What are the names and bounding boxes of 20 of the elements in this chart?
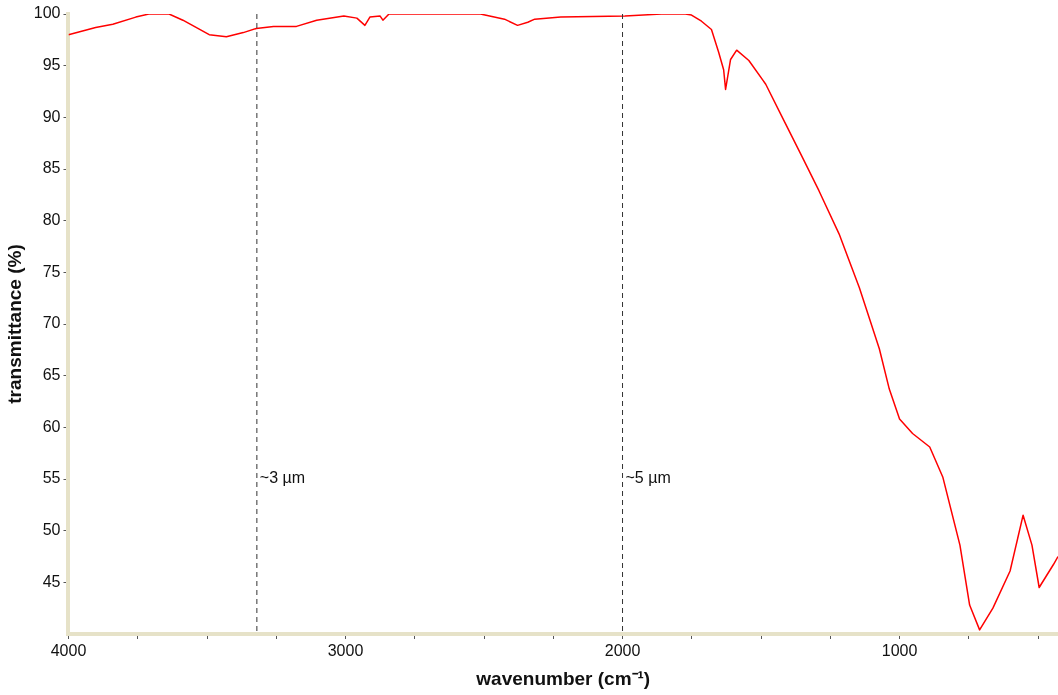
x-tick-label: 2000 <box>604 642 641 660</box>
y-tick-label: 100 <box>33 4 61 22</box>
y-tick-label: 95 <box>42 56 61 74</box>
ref-line-label: ~3 µm <box>259 469 306 487</box>
y-tick-label: 90 <box>42 107 61 125</box>
y-tick-label: 85 <box>42 159 61 177</box>
x-axis-title: wavenumber (cm⁻¹) <box>475 667 651 689</box>
x-tick-label: 1000 <box>881 642 918 660</box>
y-axis-title: transmittance (%) <box>3 244 25 404</box>
y-tick-label: 50 <box>42 521 61 539</box>
x-tick-label: 4000 <box>50 642 87 660</box>
y-tick-label: 70 <box>42 314 61 332</box>
y-tick-label: 55 <box>42 469 61 487</box>
x-tick-label: 3000 <box>327 642 364 660</box>
y-tick-label: 75 <box>42 262 61 280</box>
ref-line-label: ~5 µm <box>625 469 671 487</box>
y-tick-label: 60 <box>42 417 61 435</box>
y-tick-label: 80 <box>42 211 61 229</box>
y-tick-label: 65 <box>42 366 61 384</box>
y-tick-label: 45 <box>42 572 61 590</box>
